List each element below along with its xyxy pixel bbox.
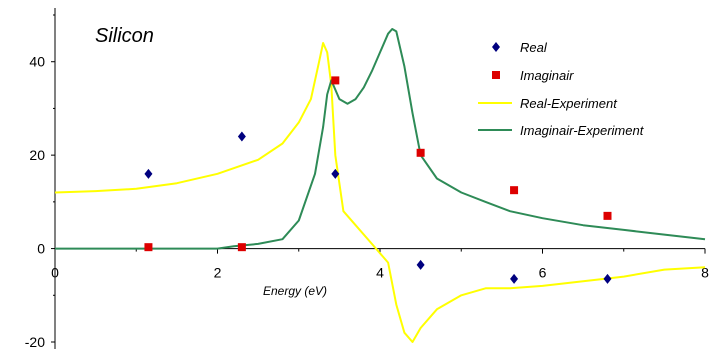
x-tick-label: 2	[214, 265, 222, 281]
point-imaginary	[237, 243, 246, 252]
y-tick-label: -20	[25, 334, 45, 350]
point-imaginary	[603, 211, 612, 220]
y-tick-label: 40	[29, 54, 45, 70]
series-line-real-experiment	[54, 42, 706, 343]
y-tick-label: 20	[29, 147, 45, 163]
legend-label-real-experiment: Real-Experiment	[520, 96, 618, 111]
point-real	[144, 168, 153, 179]
x-tick-label: 6	[539, 265, 547, 281]
point-real	[331, 168, 340, 179]
axes-group: -20 0 20 40 0 2 4 6 8	[25, 8, 709, 350]
point-imaginary	[510, 186, 519, 195]
point-real	[416, 259, 425, 270]
y-tick-label: 0	[37, 241, 45, 257]
x-tick-label: 8	[701, 265, 709, 281]
legend-swatch-real	[492, 42, 500, 52]
point-real	[237, 131, 246, 142]
legend-label-imaginary: Imaginair	[520, 68, 574, 83]
plot-group	[54, 28, 706, 343]
series-line-imaginary-experiment	[55, 28, 706, 250]
x-axis-title: Energy (eV)	[263, 284, 327, 298]
point-real	[603, 273, 612, 284]
point-imaginary	[416, 148, 425, 157]
x-tick-label: 0	[51, 265, 59, 281]
point-real	[510, 273, 519, 284]
point-imaginary	[331, 76, 340, 85]
chart-title: Silicon	[95, 25, 154, 47]
x-tick-label: 4	[376, 265, 384, 281]
legend: Real Imaginair Real-Experiment Imaginair…	[478, 40, 645, 138]
legend-swatch-imaginary	[492, 71, 500, 79]
point-imaginary	[144, 243, 153, 252]
legend-label-real: Real	[520, 40, 548, 55]
legend-label-imaginary-experiment: Imaginair-Experiment	[520, 123, 645, 138]
